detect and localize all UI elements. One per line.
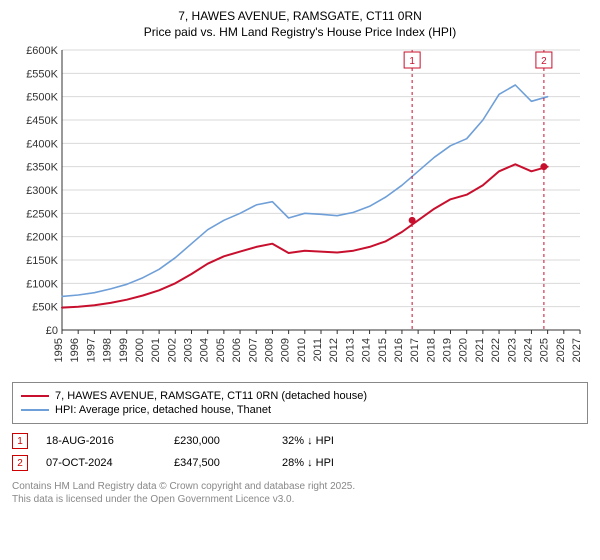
svg-text:£250K: £250K [26, 209, 58, 221]
svg-text:£600K: £600K [26, 45, 58, 57]
svg-text:2003: 2003 [183, 338, 195, 362]
svg-text:£0: £0 [46, 325, 58, 337]
svg-text:2022: 2022 [490, 338, 502, 362]
footnote-line: Contains HM Land Registry data © Crown c… [12, 480, 588, 493]
svg-text:£200K: £200K [26, 232, 58, 244]
svg-text:1997: 1997 [85, 338, 97, 362]
title-line-subtitle: Price paid vs. HM Land Registry's House … [12, 24, 588, 40]
svg-text:2: 2 [541, 56, 547, 67]
legend-swatch [21, 409, 49, 411]
svg-text:2024: 2024 [522, 338, 534, 362]
svg-text:£450K: £450K [26, 115, 58, 127]
svg-text:2006: 2006 [231, 338, 243, 362]
svg-text:2021: 2021 [474, 338, 486, 362]
svg-text:2002: 2002 [166, 338, 178, 362]
chart-svg: £0 £50K £100K £150K £200K £250K £300K £350K £400… [12, 44, 588, 374]
svg-text:2014: 2014 [361, 338, 373, 362]
svg-text:2009: 2009 [280, 338, 292, 362]
marker-delta: 32% ↓ HPI [282, 435, 392, 447]
svg-text:£150K: £150K [26, 255, 58, 267]
svg-text:1: 1 [409, 56, 415, 67]
svg-text:2019: 2019 [442, 338, 454, 362]
title-block: 7, HAWES AVENUE, RAMSGATE, CT11 0RN Pric… [12, 8, 588, 40]
svg-text:£550K: £550K [26, 69, 58, 81]
svg-text:1999: 1999 [118, 338, 130, 362]
marker-row: 1 18-AUG-2016 £230,000 32% ↓ HPI [12, 430, 588, 452]
svg-text:2007: 2007 [247, 338, 259, 362]
svg-text:£500K: £500K [26, 92, 58, 104]
legend-item: 7, HAWES AVENUE, RAMSGATE, CT11 0RN (det… [21, 389, 579, 403]
marker-delta: 28% ↓ HPI [282, 457, 392, 469]
svg-text:2013: 2013 [344, 338, 356, 362]
svg-text:£50K: £50K [32, 302, 58, 314]
svg-text:2015: 2015 [377, 338, 389, 362]
marker-price: £347,500 [174, 457, 264, 469]
svg-text:£350K: £350K [26, 162, 58, 174]
svg-text:2023: 2023 [506, 338, 518, 362]
svg-text:2011: 2011 [312, 338, 324, 362]
svg-text:2025: 2025 [539, 338, 551, 362]
footnote-line: This data is licensed under the Open Gov… [12, 493, 588, 506]
legend: 7, HAWES AVENUE, RAMSGATE, CT11 0RN (det… [12, 382, 588, 424]
svg-text:£300K: £300K [26, 185, 58, 197]
svg-text:1998: 1998 [102, 338, 114, 362]
legend-label: HPI: Average price, detached house, Than… [55, 404, 271, 416]
marker-badge: 2 [12, 455, 28, 471]
svg-text:2005: 2005 [215, 338, 227, 362]
svg-text:2012: 2012 [328, 338, 340, 362]
marker-price: £230,000 [174, 435, 264, 447]
svg-text:2000: 2000 [134, 338, 146, 362]
svg-text:2010: 2010 [296, 338, 308, 362]
legend-swatch [21, 395, 49, 397]
chart: £0 £50K £100K £150K £200K £250K £300K £350K £400… [12, 44, 588, 374]
legend-label: 7, HAWES AVENUE, RAMSGATE, CT11 0RN (det… [55, 390, 367, 402]
marker-row: 2 07-OCT-2024 £347,500 28% ↓ HPI [12, 452, 588, 474]
chart-container: 7, HAWES AVENUE, RAMSGATE, CT11 0RN Pric… [0, 0, 600, 560]
svg-text:1995: 1995 [53, 338, 65, 362]
title-line-address: 7, HAWES AVENUE, RAMSGATE, CT11 0RN [12, 8, 588, 24]
svg-text:£400K: £400K [26, 139, 58, 151]
svg-text:2001: 2001 [150, 338, 162, 362]
marker-date: 07-OCT-2024 [46, 457, 156, 469]
svg-text:2018: 2018 [425, 338, 437, 362]
legend-item: HPI: Average price, detached house, Than… [21, 403, 579, 417]
marker-badge: 1 [12, 433, 28, 449]
svg-text:2027: 2027 [571, 338, 583, 362]
svg-text:2026: 2026 [555, 338, 567, 362]
marker-table: 1 18-AUG-2016 £230,000 32% ↓ HPI 2 07-OC… [12, 430, 588, 474]
svg-text:2016: 2016 [393, 338, 405, 362]
svg-text:2020: 2020 [458, 338, 470, 362]
svg-text:2004: 2004 [199, 338, 211, 362]
svg-text:2008: 2008 [263, 338, 275, 362]
footnote: Contains HM Land Registry data © Crown c… [12, 480, 588, 506]
svg-text:2017: 2017 [409, 338, 421, 362]
marker-date: 18-AUG-2016 [46, 435, 156, 447]
svg-text:1996: 1996 [69, 338, 81, 362]
svg-text:£100K: £100K [26, 279, 58, 291]
